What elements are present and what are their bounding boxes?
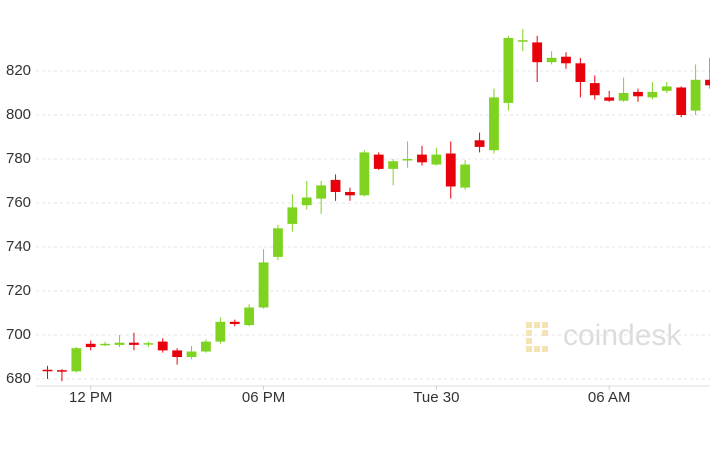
candle-body: [604, 97, 615, 101]
candle-body: [273, 228, 283, 257]
candle-body: [316, 185, 327, 199]
candle-body: [186, 351, 197, 357]
candle-body: [690, 79, 701, 111]
candle-body: [172, 350, 183, 357]
candle-body: [129, 342, 139, 345]
candle-body: [633, 91, 643, 97]
candle-body: [244, 307, 255, 326]
candle-body: [143, 343, 154, 345]
grid: 680 700 720 740 760 780 800 820 12 PM 06 PM Tue 30…: [6, 62, 710, 406]
candle-body: [57, 370, 67, 372]
candle-body: [647, 91, 658, 98]
candle-body: [460, 164, 471, 188]
candle-body: [546, 57, 557, 63]
candle-body: [373, 154, 384, 169]
candle-body: [532, 42, 543, 63]
candle-body: [330, 179, 341, 192]
candle-body: [201, 341, 211, 352]
y-tick-label: 780: [6, 150, 31, 167]
candle-body: [157, 341, 168, 351]
candle-body: [388, 161, 399, 169]
x-tick-label: 06 AM: [588, 389, 631, 406]
candle-body: [301, 197, 312, 206]
candle-body: [359, 152, 370, 196]
candle-body: [229, 321, 240, 324]
candle-body: [100, 343, 111, 346]
y-tick-label: 680: [6, 370, 31, 387]
y-tick-label: 820: [6, 62, 31, 79]
x-tick-label: 12 PM: [69, 389, 112, 406]
y-tick-label: 700: [6, 326, 31, 343]
candle-body: [71, 348, 82, 372]
candle-body: [114, 342, 125, 345]
y-tick-label: 760: [6, 194, 31, 211]
candles: [42, 29, 710, 382]
candle-body: [575, 63, 586, 82]
watermark-logo: [526, 322, 548, 352]
candle-body: [503, 38, 514, 103]
candle-body: [705, 79, 710, 86]
candle-body: [85, 343, 96, 348]
candle-body: [258, 262, 269, 308]
candle-body: [215, 321, 226, 342]
candle-body: [287, 207, 298, 224]
candle-body: [517, 40, 528, 42]
candle-body: [402, 159, 413, 161]
candle-body: [618, 93, 629, 101]
y-tick-label: 800: [6, 106, 31, 123]
candle-body: [345, 192, 355, 196]
candle-body: [561, 56, 571, 64]
watermark: coindesk: [563, 319, 682, 352]
candle-body: [417, 154, 427, 163]
candle-body: [474, 140, 485, 147]
y-tick-label: 740: [6, 238, 31, 255]
candle-body: [589, 83, 600, 96]
candle-body: [42, 369, 53, 372]
y-tick-label: 720: [6, 282, 31, 299]
x-tick-label: 06 PM: [242, 389, 285, 406]
x-tick-label: Tue 30: [413, 389, 459, 406]
candle-body: [445, 153, 456, 187]
candle-body: [676, 87, 687, 115]
candle-body: [489, 97, 499, 151]
candle-body: [431, 154, 442, 165]
candle-body: [661, 86, 672, 91]
